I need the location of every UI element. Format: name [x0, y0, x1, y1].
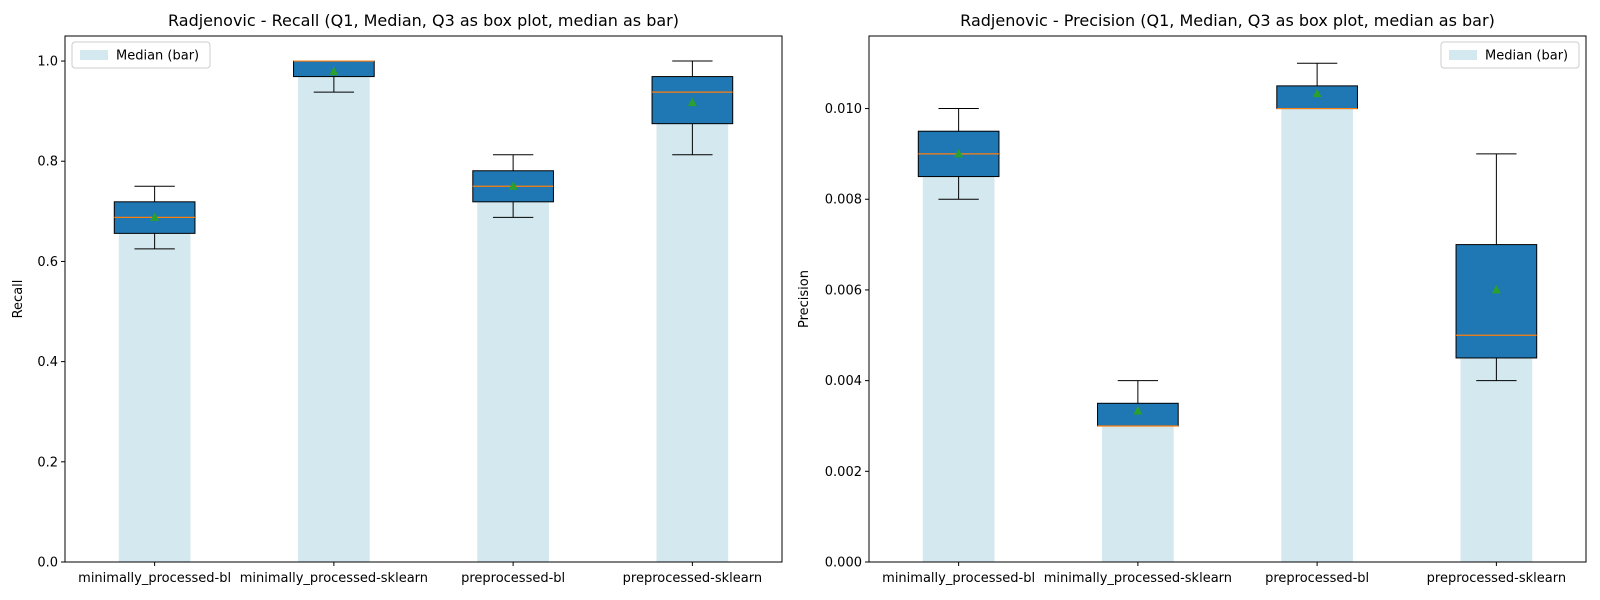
- legend-label: Median (bar): [1485, 49, 1568, 64]
- precision-chart: Radjenovic - Precision (Q1, Median, Q3 a…: [797, 11, 1587, 586]
- y-tick-label: 0.010: [825, 102, 862, 117]
- chart-title: Radjenovic - Recall (Q1, Median, Q3 as b…: [168, 11, 679, 30]
- box: [651, 76, 734, 125]
- legend-box: [71, 41, 211, 69]
- legend-swatch: [1449, 50, 1477, 60]
- recall-chart: Radjenovic - Recall (Q1, Median, Q3 as b…: [11, 11, 783, 586]
- x-tick-label: preprocessed-sklearn: [623, 571, 762, 586]
- box: [1455, 244, 1538, 359]
- x-tick-label: minimally_processed-sklearn: [240, 571, 428, 586]
- x-tick-label: minimally_processed-sklearn: [1044, 571, 1232, 586]
- y-tick-label: 0.004: [825, 374, 862, 389]
- y-tick-label: 0.2: [37, 455, 58, 470]
- legend: Median (bar): [1440, 41, 1580, 69]
- x-tick-label: preprocessed-bl: [461, 571, 565, 586]
- median-bar: [118, 217, 191, 562]
- x-tick-label: preprocessed-sklearn: [1427, 571, 1566, 586]
- y-tick-label: 0.000: [825, 556, 862, 571]
- x-tick-label: minimally_processed-bl: [882, 571, 1035, 586]
- y-axis-label: Recall: [11, 280, 26, 319]
- median-bar: [477, 186, 549, 563]
- chart-title: Radjenovic - Precision (Q1, Median, Q3 a…: [960, 11, 1495, 30]
- legend: Median (bar): [71, 41, 211, 69]
- plot-frame: [64, 35, 783, 563]
- y-tick-label: 0.008: [825, 193, 862, 208]
- y-tick-label: 0.6: [37, 255, 58, 270]
- y-tick-label: 0.4: [37, 355, 58, 370]
- y-tick-label: 0.8: [37, 155, 58, 170]
- x-tick-label: preprocessed-bl: [1265, 571, 1369, 586]
- median-bar: [1102, 425, 1174, 562]
- mean-marker: [329, 66, 339, 76]
- x-tick-label: minimally_processed-bl: [78, 571, 231, 586]
- median-bar: [922, 153, 995, 562]
- median-bar: [656, 92, 729, 563]
- y-tick-label: 1.0: [37, 55, 58, 70]
- mean-marker: [508, 181, 518, 190]
- y-tick-label: 0.006: [825, 283, 862, 298]
- mean-marker: [1491, 284, 1501, 294]
- mean-marker: [1312, 88, 1322, 98]
- mean-marker: [150, 212, 160, 221]
- mean-marker: [687, 97, 697, 107]
- legend-box: [1440, 41, 1580, 69]
- mean-marker: [1133, 406, 1143, 415]
- mean-marker: [954, 148, 964, 158]
- y-tick-label: 0.002: [825, 465, 862, 480]
- plot-frame: [868, 35, 1587, 563]
- median-bar: [298, 61, 370, 563]
- median-bar: [1281, 108, 1353, 562]
- legend-swatch: [80, 50, 108, 60]
- y-tick-label: 0.0: [37, 556, 58, 571]
- legend-label: Median (bar): [116, 49, 199, 64]
- y-axis-label: Precision: [797, 270, 812, 328]
